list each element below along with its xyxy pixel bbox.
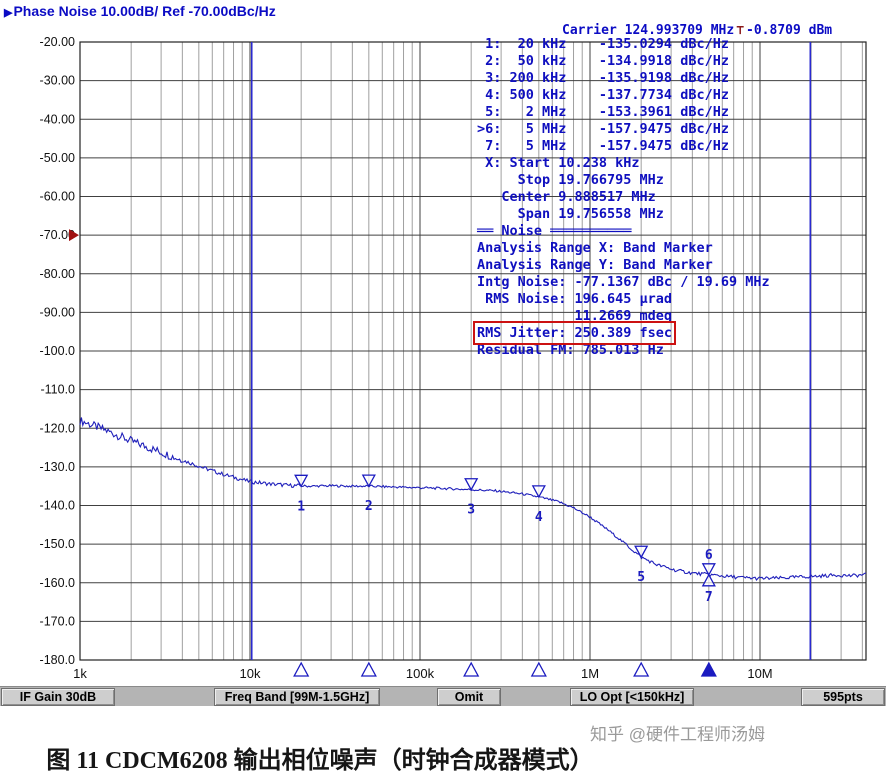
readout-line: X: Start 10.238 kHz [477,155,640,171]
trace-title: Phase Noise 10.00dB/ Ref -70.00dBc/Hz [13,3,276,19]
svg-text:100k: 100k [406,666,435,681]
svg-text:5: 5 [637,570,645,585]
svg-text:-50.00: -50.00 [40,151,75,165]
svg-text:-70.00: -70.00 [40,228,75,242]
trace-marker-4 [531,485,546,499]
svg-text:10k: 10k [240,666,261,681]
axis-marker-5 [633,661,650,677]
axis-marker-3 [463,661,480,677]
trace-marker-5 [634,545,649,559]
axis-marker-6 [700,661,717,677]
readout-line: Analysis Range Y: Band Marker [477,257,713,273]
axis-marker-2 [360,661,377,677]
readout-line: Analysis Range X: Band Marker [477,240,713,256]
svg-text:1k: 1k [73,666,87,681]
svg-text:-110.0: -110.0 [40,383,75,397]
svg-text:-90.00: -90.00 [40,305,75,319]
readout-line: 2: 50 kHz -134.9918 dBc/Hz [477,53,729,69]
trace-marker-3 [464,478,479,492]
svg-text:1M: 1M [581,666,599,681]
points-indicator: 595pts [801,688,885,706]
readout-line: Span 19.756558 MHz [477,206,664,222]
readout-line: RMS Jitter: 250.389 fsec [472,321,770,345]
if-gain-button[interactable]: IF Gain 30dB [1,688,115,706]
rms-jitter-highlight: RMS Jitter: 250.389 fsec [472,321,677,345]
trace-marker-7 [701,573,716,587]
svg-text:-180.0: -180.0 [40,653,75,667]
svg-text:-170.0: -170.0 [40,614,75,628]
readout-line: 4: 500 kHz -137.7734 dBc/Hz [477,87,729,103]
svg-text:10M: 10M [747,666,772,681]
svg-text:7: 7 [705,590,713,605]
svg-text:-150.0: -150.0 [40,537,75,551]
svg-text:-80.00: -80.00 [40,267,75,281]
trace-select-icon: ▶ [4,7,13,19]
svg-text:-20.00: -20.00 [40,35,75,49]
svg-text:1: 1 [297,499,305,514]
trace-marker-6 [701,563,716,577]
svg-text:-130.0: -130.0 [40,460,75,474]
readout-line: ══ Noise ══════════ [477,223,632,239]
svg-text:2: 2 [365,499,373,514]
trace-header: ▶Phase Noise 10.00dB/ Ref -70.00dBc/Hz [4,3,276,19]
svg-text:-40.00: -40.00 [40,112,75,126]
readout-line: 7: 5 MHz -157.9475 dBc/Hz [477,138,729,154]
omit-button[interactable]: Omit [437,688,501,706]
carrier-readout: Carrier 124.993709 MHz ⊤ -0.8709 dBm [562,23,832,38]
trace-marker-1 [294,474,309,488]
trace-marker-2 [361,474,376,488]
svg-text:-100.0: -100.0 [40,344,75,358]
phase-noise-plot: -20.00 -30.00 -40.00 -50.00 -60.00 -70.00 -80.… [40,35,867,681]
svg-text:-60.00: -60.00 [40,190,75,204]
freq-band-button[interactable]: Freq Band [99M-1.5GHz] [214,688,380,706]
watermark: 知乎 @硬件工程师汤姆 [590,725,765,744]
svg-text:3: 3 [467,503,475,518]
svg-text:6: 6 [705,548,713,563]
svg-text:-160.0: -160.0 [40,576,75,590]
svg-text:-140.0: -140.0 [40,499,75,513]
svg-text:-120.0: -120.0 [40,421,75,435]
readout-line: 1: 20 kHz -135.0294 dBc/Hz [477,36,729,52]
readout-line: 5: 2 MHz -153.3961 dBc/Hz [477,104,729,120]
svg-text:4: 4 [535,510,543,525]
carrier-level-icon: ⊤ [736,23,745,38]
readout-line: 11.2669 mdeg [477,308,673,324]
readout-line: Intg Noise: -77.1367 dBc / 19.69 MHz [477,274,770,290]
readout-line: 3: 200 kHz -135.9198 dBc/Hz [477,70,729,86]
carrier-power: -0.8709 dBm [746,23,833,38]
readout-line: RMS Noise: 196.645 μrad [477,291,673,307]
lo-opt-button[interactable]: LO Opt [<150kHz] [570,688,694,706]
carrier-frequency: Carrier 124.993709 MHz [562,23,735,38]
svg-text:-30.00: -30.00 [40,74,75,88]
status-bar: IF Gain 30dB Freq Band [99M-1.5GHz] Omit… [0,686,886,706]
readout-line: >6: 5 MHz -157.9475 dBc/Hz [477,121,729,137]
axis-marker-4 [530,661,547,677]
figure-caption: 图 11 CDCM6208 输出相位噪声（时钟合成器模式） [46,748,594,774]
marker-readout-panel: 1: 20 kHz -135.0294 dBc/Hz 2: 50 kHz -13… [472,36,770,359]
readout-line: Residual FM: 785.013 Hz [477,342,664,358]
readout-line: Stop 19.766795 MHz [477,172,664,188]
axis-marker-1 [293,661,310,677]
readout-line: Center 9.888517 MHz [477,189,656,205]
